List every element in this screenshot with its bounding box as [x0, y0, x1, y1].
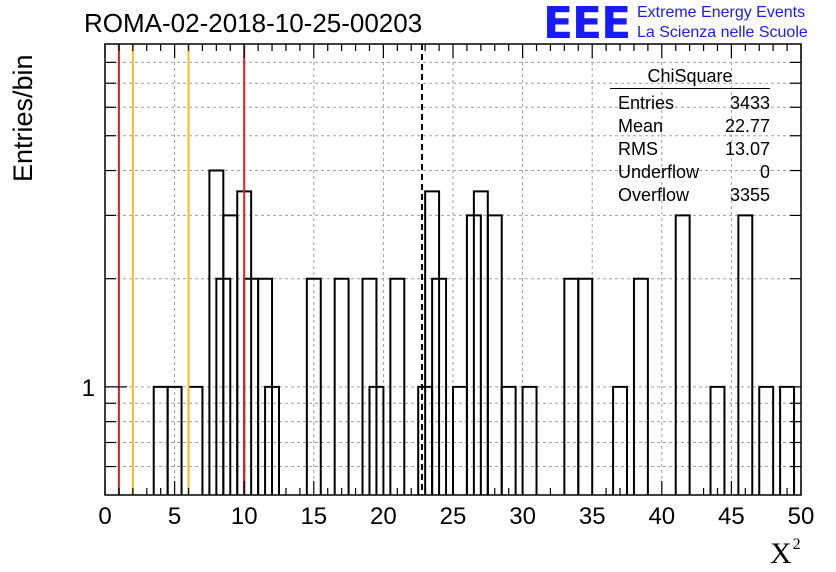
eee-logo-mark: EEE: [543, 0, 631, 49]
histogram-bin: [577, 277, 594, 495]
x-axis-label-superscript: 2: [792, 536, 801, 553]
x-tick-label: 20: [370, 503, 397, 530]
stats-label: Overflow: [618, 185, 690, 205]
stats-row-mean: Mean 22.77: [610, 115, 770, 138]
stats-label: RMS: [618, 139, 658, 159]
stats-row-rms: RMS 13.07: [610, 138, 770, 161]
stats-label: Mean: [618, 116, 664, 136]
stats-row-overflow: Overflow 3355: [610, 184, 770, 207]
x-tick-label: 50: [788, 503, 815, 530]
x-tick-label: 0: [98, 503, 111, 530]
x-tick-label: 35: [579, 503, 606, 530]
histogram-bin: [758, 385, 775, 495]
stats-value: 3433: [729, 93, 770, 113]
histogram-bin: [632, 277, 649, 495]
chart-title: ROMA-02-2018-10-25-00203: [84, 8, 423, 38]
histogram-bin: [166, 385, 183, 495]
histogram-bin: [563, 277, 580, 495]
x-tick-label: 10: [231, 503, 258, 530]
histogram-bin: [737, 214, 754, 495]
stats-box: ChiSquare Entries 3433 Mean 22.77 RMS 13.07…: [610, 66, 770, 207]
logo-line-2: La Scienza nelle Scuole: [637, 24, 808, 41]
histogram-bin: [424, 190, 441, 495]
histogram-bin: [709, 385, 726, 495]
stats-row-underflow: Underflow 0: [610, 161, 770, 184]
x-tick-label: 30: [509, 503, 536, 530]
x-tick-label: 25: [440, 503, 467, 530]
x-tick-label: 45: [718, 503, 745, 530]
stats-value: 13.07: [724, 139, 770, 159]
stats-label: Entries: [618, 93, 675, 113]
y-axis-label: Entries/bin: [8, 54, 38, 182]
histogram-bin: [500, 385, 517, 495]
y-tick-label: 1: [82, 375, 95, 402]
stats-value: 3355: [729, 185, 770, 205]
stats-label: Underflow: [618, 162, 700, 182]
logo-line-1: Extreme Energy Events: [637, 4, 806, 21]
stats-title: ChiSquare: [610, 66, 770, 89]
histogram-bin: [431, 277, 448, 495]
histogram-bin: [389, 277, 406, 495]
x-axis-label: X2: [770, 536, 801, 571]
stats-row-entries: Entries 3433: [610, 92, 770, 115]
histogram-bin: [486, 214, 503, 495]
stats-value: 22.77: [724, 116, 770, 136]
stats-value: 0: [759, 162, 770, 182]
x-tick-label: 15: [300, 503, 327, 530]
histogram-bin: [612, 385, 628, 495]
x-tick-label: 5: [168, 503, 181, 530]
histogram-bin: [333, 277, 350, 495]
histogram-bin: [368, 385, 385, 495]
histogram-bin: [521, 385, 538, 495]
histogram-bin: [674, 214, 691, 495]
x-axis-label-main: X: [770, 537, 792, 570]
histogram-bin: [264, 385, 280, 495]
histogram-bin: [305, 277, 322, 495]
x-tick-label: 40: [648, 503, 675, 530]
